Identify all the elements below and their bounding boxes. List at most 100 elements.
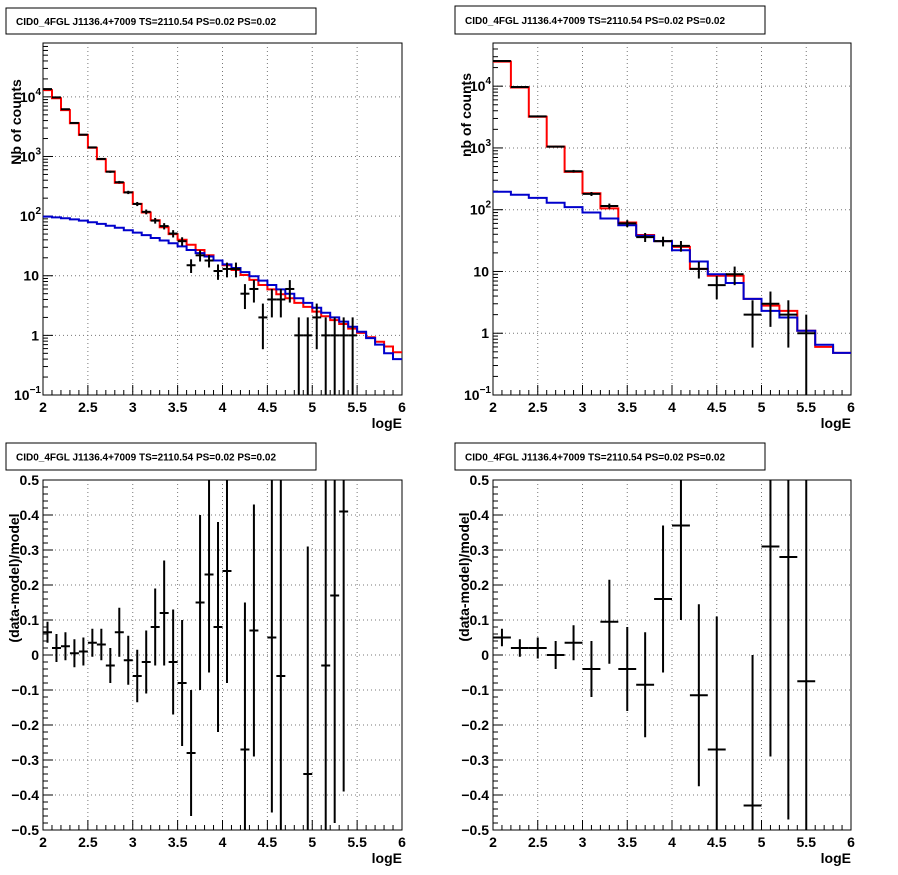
y-tick-label: 0.1 xyxy=(20,612,40,628)
x-tick-label: 4 xyxy=(219,834,227,850)
y-tick-label: 0.1 xyxy=(470,612,490,628)
x-tick-label: 3.5 xyxy=(168,399,188,415)
x-tick-label: 2 xyxy=(489,399,497,415)
data-point xyxy=(96,628,106,661)
chart-title: CID0_4FGL J1136.4+7009 TS=2110.54 PS=0.0… xyxy=(16,453,276,464)
data-point xyxy=(618,627,637,711)
data-point xyxy=(249,280,259,303)
y-tick-label: −0.4 xyxy=(461,787,489,803)
x-tick-label: 3.5 xyxy=(618,834,638,850)
data-point xyxy=(797,314,816,395)
data-point xyxy=(654,236,672,247)
data-point xyxy=(321,317,331,395)
x-tick-label: 6 xyxy=(398,399,406,415)
x-tick-label: 6 xyxy=(847,834,855,850)
chart-title-frame xyxy=(5,442,317,471)
grid xyxy=(43,43,402,395)
y-axis-label: (data-model)/model xyxy=(456,512,472,641)
x-tick-label: 2 xyxy=(39,399,47,415)
x-axis-label: logE xyxy=(372,415,402,431)
data-point xyxy=(636,632,655,738)
data-point xyxy=(60,108,70,111)
x-tick-label: 3.5 xyxy=(618,399,638,415)
data-point xyxy=(105,648,115,683)
data-point xyxy=(339,317,349,395)
data-point xyxy=(276,288,286,318)
data-point xyxy=(761,480,780,757)
data-point xyxy=(779,480,798,820)
data-point xyxy=(186,259,196,273)
data-point xyxy=(141,209,151,215)
chart-title-box: CID0_4FGL J1136.4+7009 TS=2110.54 PS=0.0… xyxy=(454,442,766,471)
y-tick-label: 103 xyxy=(470,138,492,156)
x-tick-label: 4.5 xyxy=(707,399,727,415)
data-point xyxy=(493,628,511,647)
data-point xyxy=(276,480,286,830)
x-axis-label: logE xyxy=(821,850,851,866)
data-point xyxy=(231,262,241,278)
y-tick-label: 102 xyxy=(20,206,42,224)
x-tick-label: 5.5 xyxy=(347,399,367,415)
x-tick-label: 5 xyxy=(758,399,766,415)
x-tick-label: 5.5 xyxy=(347,834,367,850)
chart-title-box: CID0_4FGL J1136.4+7009 TS=2110.54 PS=0.0… xyxy=(5,7,317,35)
data-point xyxy=(132,201,142,207)
data-point xyxy=(267,288,277,318)
data-point xyxy=(69,639,79,668)
data-point xyxy=(312,303,322,350)
y-tick-label: 0 xyxy=(481,647,489,663)
data-points xyxy=(493,60,816,395)
y-axis: −0.5 −0.4 −0.3 −0.2 −0.1 0 0.1 0.2 0.3 0.4 0.5 (dat… xyxy=(456,472,503,838)
x-tick-label: 5 xyxy=(308,834,316,850)
data-point xyxy=(96,157,106,160)
data-point xyxy=(582,641,601,697)
y-axis-label: nb of counts xyxy=(458,73,474,157)
x-tick-label: 4.5 xyxy=(707,834,727,850)
data-point xyxy=(51,96,61,99)
data-point xyxy=(87,628,97,657)
data-point xyxy=(600,203,619,209)
y-tick-label: 0.3 xyxy=(20,542,40,558)
chart-panel-3: 2 2.5 3 3.5 4 4.5 5 5.5 6logE−0.5−0.4−0.3−0.2−0.… xyxy=(5,442,406,866)
y-tick-label: 0.4 xyxy=(20,507,40,523)
data-point xyxy=(168,230,178,238)
y-tick-label: −0.1 xyxy=(11,682,39,698)
y-tick-label: −0.2 xyxy=(461,717,489,733)
data-point xyxy=(528,115,547,118)
data-point xyxy=(636,232,655,242)
data-point xyxy=(258,303,268,350)
y-tick-label: −0.4 xyxy=(11,787,39,803)
y-tick-label: 102 xyxy=(470,200,492,218)
data-point xyxy=(707,275,726,300)
data-point xyxy=(159,560,169,666)
y-tick-label: 104 xyxy=(470,76,492,94)
data-point xyxy=(321,480,331,830)
data-point xyxy=(195,515,205,690)
y-tick-label: −0.5 xyxy=(461,822,489,838)
data-point xyxy=(779,300,798,348)
y-tick-label: 1 xyxy=(31,327,39,343)
data-point xyxy=(564,625,583,661)
x-tick-label: 3 xyxy=(129,399,137,415)
data-point xyxy=(177,620,187,746)
y-tick-label: 0.4 xyxy=(470,507,490,523)
data-point xyxy=(761,291,780,327)
chart-title: CID0_4FGL J1136.4+7009 TS=2110.54 PS=0.0… xyxy=(16,17,276,28)
x-tick-label: 4 xyxy=(219,399,227,415)
y-tick-label: −0.1 xyxy=(461,682,489,698)
chart-title-frame xyxy=(454,442,766,471)
x-tick-label: 2.5 xyxy=(78,399,98,415)
data-point xyxy=(528,637,547,659)
y-tick-label: 10−1 xyxy=(464,385,491,403)
data-point xyxy=(510,85,529,88)
data-point xyxy=(132,649,142,703)
data-point xyxy=(303,317,313,395)
y-tick-label: 0.3 xyxy=(470,542,490,558)
data-point xyxy=(267,480,277,813)
data-point xyxy=(672,241,690,252)
